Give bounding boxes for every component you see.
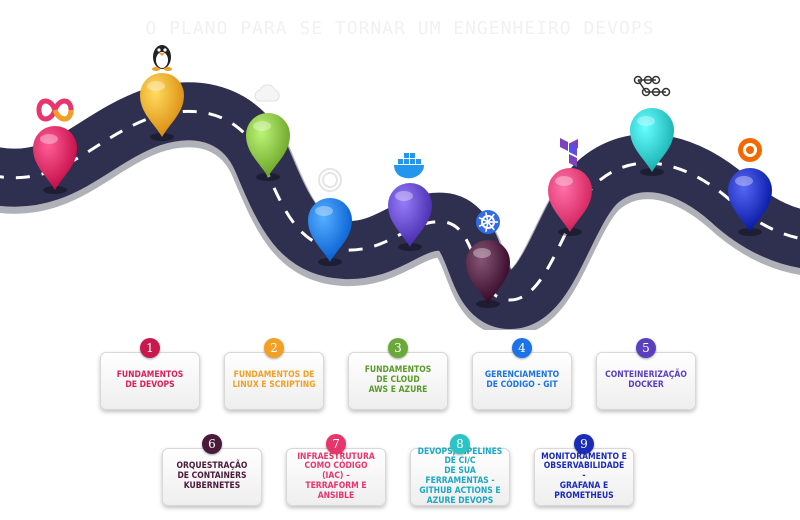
pin-body [466, 240, 510, 304]
step-card-8: DevOps, Pipelines de CI/C de sua ferrame… [410, 446, 510, 506]
pin-highlight [315, 206, 333, 216]
step-card-1: Fundamentos de DevOps [100, 352, 200, 410]
pin-highlight [735, 176, 753, 186]
milestone-pin-4 [308, 168, 352, 266]
milestone-pin-6 [466, 210, 510, 308]
docker-whale-icon [394, 153, 424, 179]
step-number-badge: 4 [512, 338, 532, 358]
pin-highlight [395, 191, 413, 201]
step-label: Monitoramento e Observabilidade - Grafan… [541, 451, 627, 501]
milestone-pin-7 [548, 138, 592, 236]
step-card-4: Gerenciamento de Código - Git [472, 352, 572, 410]
step-label: Fundamentos de DevOps [116, 370, 184, 390]
milestone-pin-3 [246, 84, 290, 181]
milestone-pin-9 [728, 138, 772, 236]
step-number-badge: 7 [326, 434, 346, 454]
terraform-icon [560, 138, 578, 167]
step-label: Gerenciamento de Código - Git [484, 370, 560, 390]
milestone-pin-1 [33, 98, 77, 194]
pin-body [630, 108, 674, 172]
step-label: Fundamentos de Cloud AWS e Azure [364, 365, 432, 395]
pin-body [140, 73, 184, 137]
milestone-pin-5 [388, 153, 432, 251]
step-card-2: Fundamentos de Linux e Scripting [224, 352, 324, 410]
infinity-icon [36, 98, 74, 122]
step-label: Orquestração de Containers Kubernetes [176, 461, 248, 491]
step-number-badge: 8 [450, 434, 470, 454]
grafana-icon [738, 138, 762, 162]
pin-highlight [147, 81, 165, 91]
step-number-badge: 6 [202, 434, 222, 454]
roadmap-illustration [0, 45, 800, 330]
pin-body [388, 183, 432, 247]
milestone-pin-2 [140, 45, 184, 141]
step-number-badge: 3 [388, 338, 408, 358]
pin-highlight [555, 176, 573, 186]
step-label: Fundamentos de Linux e Scripting [232, 370, 316, 390]
step-number-badge: 5 [636, 338, 656, 358]
step-number-badge: 1 [140, 338, 160, 358]
pin-body [33, 126, 77, 190]
step-card-5: Conteinerização Docker [596, 352, 696, 410]
milestone-pin-8 [630, 75, 674, 176]
pin-highlight [253, 121, 271, 131]
pin-body [246, 113, 290, 177]
pin-body [728, 168, 772, 232]
linux-tux-icon [152, 45, 172, 71]
pin-body [308, 198, 352, 262]
step-card-7: Infraestrutura como Código (IaC) – Terra… [286, 448, 386, 506]
pin-body [548, 168, 592, 232]
cloud-icon [254, 84, 280, 102]
page-title: O plano para se tornar um engenheiro Dev… [145, 18, 655, 39]
pipeline-flow-icon [633, 75, 671, 97]
step-label: Infraestrutura como Código (IaC) – Terra… [297, 451, 375, 501]
step-number-badge: 2 [264, 338, 284, 358]
pin-highlight [40, 134, 58, 144]
pin-highlight [637, 116, 655, 126]
milestone-pins [33, 45, 772, 308]
github-octocat-icon [318, 168, 342, 192]
step-label: DevOps, Pipelines de CI/C de sua ferrame… [417, 446, 503, 506]
step-number-badge: 9 [574, 434, 594, 454]
pin-highlight [473, 248, 491, 258]
kubernetes-helm-icon [476, 210, 500, 234]
step-card-9: Monitoramento e Observabilidade - Grafan… [534, 448, 634, 506]
step-card-6: Orquestração de Containers Kubernetes [162, 448, 262, 506]
step-card-3: Fundamentos de Cloud AWS e Azure [348, 352, 448, 410]
step-label: Conteinerização Docker [605, 370, 687, 390]
